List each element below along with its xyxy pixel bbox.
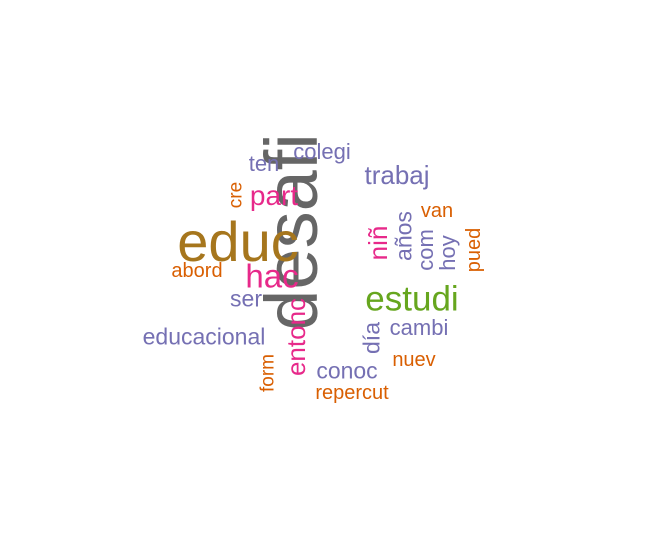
word-dia: día [358,322,385,354]
word-part: part [249,180,299,211]
word-ten: ten [248,151,280,176]
word-pued: pued [463,227,485,273]
word-cre: cre [225,181,247,209]
word-abord: abord [171,260,223,282]
word-repercut: repercut [315,382,389,404]
word-com: com [413,229,438,271]
word-nuev: nuev [392,349,436,371]
word-conoc: conoc [316,357,378,384]
word-colegi: colegi [293,139,351,164]
word-estudi: estudi [365,279,459,319]
word-van: van [420,200,454,222]
word-ser: ser [230,285,262,312]
word-educ: educ [177,210,299,273]
word-nin: niñ [363,225,393,261]
word-entonc: entonc [281,297,311,377]
word-trabaj: trabaj [364,160,430,190]
word-educacional: educacional [142,323,266,350]
word-hoy: hoy [435,235,460,271]
word-form: form [257,354,279,392]
word-cambi: cambi [389,315,449,340]
word-hac: hac [245,257,299,295]
